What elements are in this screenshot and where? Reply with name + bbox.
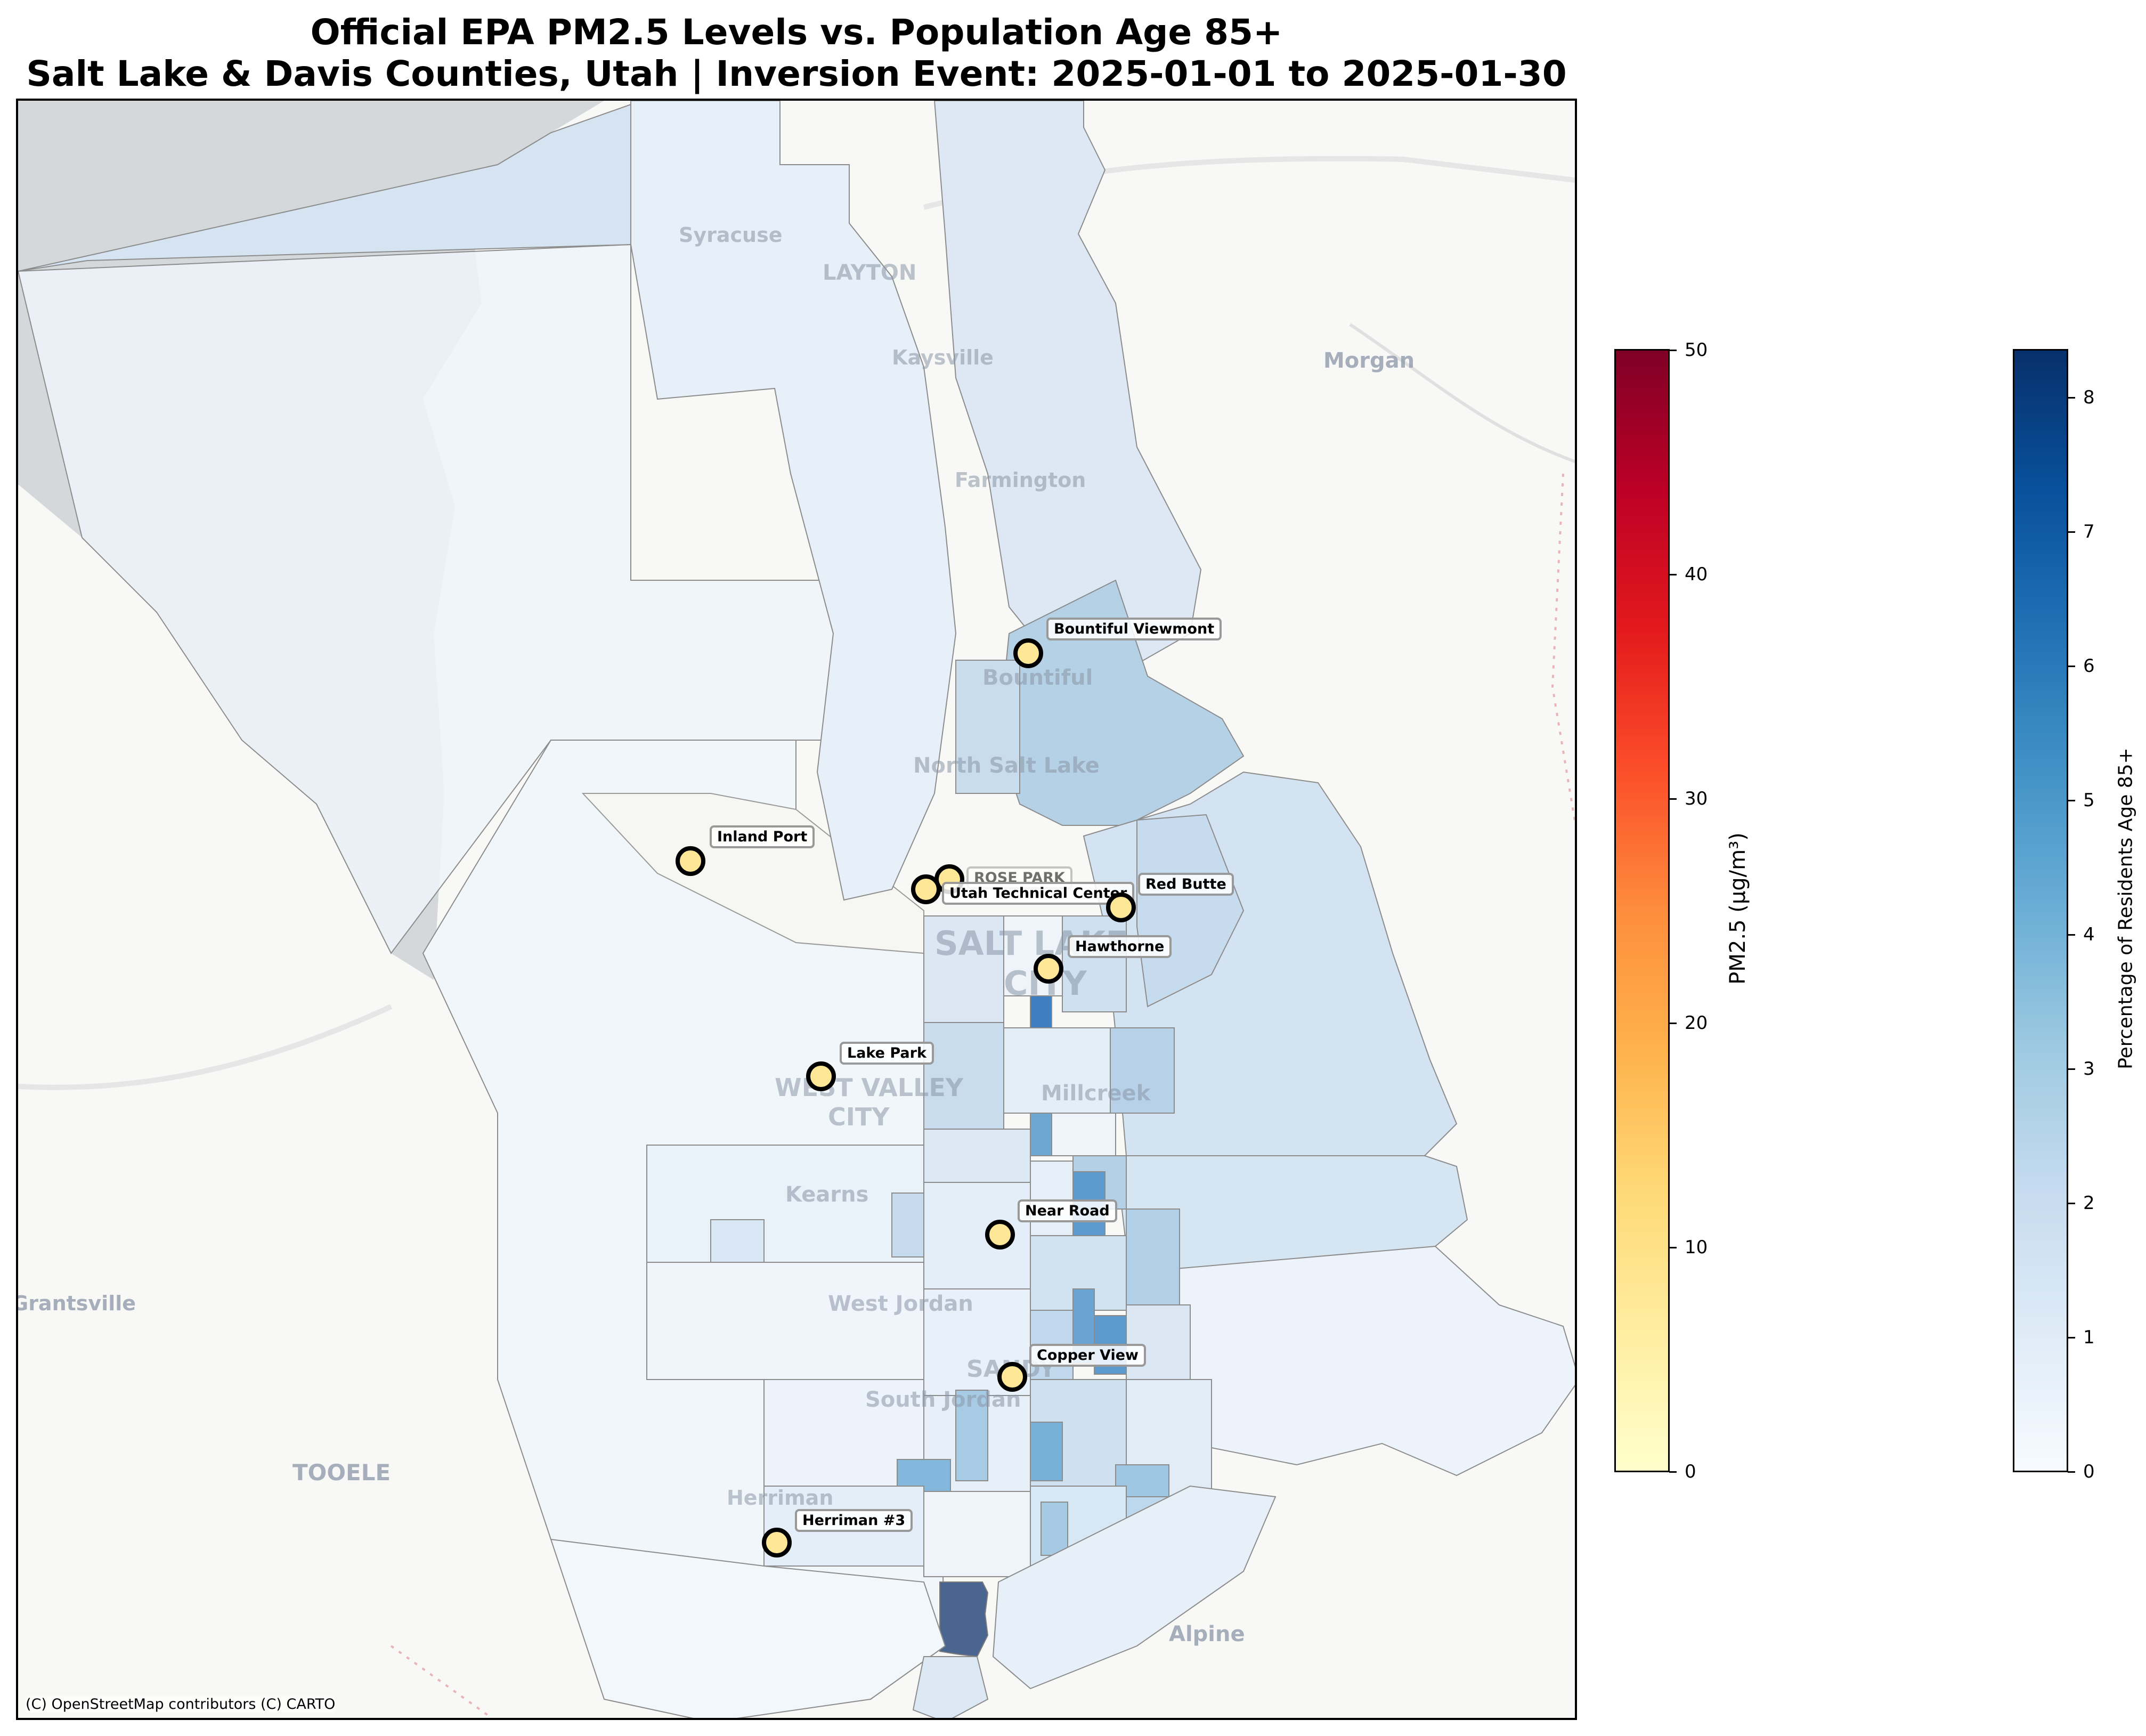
- place-label-morgan: Morgan: [1323, 348, 1415, 373]
- age-tick-label: 2: [2083, 1193, 2095, 1214]
- age-tick-3: [2068, 1068, 2075, 1070]
- pm25-tick-30: [1669, 798, 1677, 800]
- pm25-tick-50: [1669, 350, 1677, 351]
- age-tick-label: 3: [2083, 1058, 2095, 1080]
- age-tick-label: 1: [2083, 1327, 2095, 1348]
- age-tick-6: [2068, 666, 2075, 667]
- age-tick-label: 4: [2083, 924, 2095, 945]
- place-label-kearns: Kearns: [785, 1182, 869, 1207]
- station-label-copper-view: Copper View: [1029, 1344, 1146, 1367]
- place-label-layton: LAYTON: [823, 261, 917, 285]
- place-label-syracuse: Syracuse: [679, 223, 783, 247]
- age-tick-0: [2068, 1471, 2075, 1473]
- station-label-herriman-3: Herriman #3: [795, 1509, 913, 1532]
- pm25-tick-label: 30: [1685, 788, 1708, 809]
- age-tick-label: 8: [2083, 387, 2095, 408]
- pm25-tick-label: 0: [1685, 1461, 1696, 1482]
- station-marker-herriman-3[interactable]: [762, 1528, 792, 1557]
- pm25-tick-40: [1669, 574, 1677, 575]
- station-label-inland-port: Inland Port: [710, 825, 815, 848]
- age-tick-5: [2068, 800, 2075, 801]
- station-label-bountiful-viewmont: Bountiful Viewmont: [1046, 618, 1222, 640]
- station-marker-copper-view[interactable]: [997, 1362, 1027, 1392]
- pm25-tick-10: [1669, 1247, 1677, 1248]
- station-marker-inland-port[interactable]: [676, 846, 705, 876]
- station-label-utah-technical-center: Utah Technical Center: [942, 882, 1135, 905]
- pm25-tick-label: 10: [1685, 1237, 1708, 1258]
- pm25-colorbar: [1614, 349, 1670, 1472]
- map-attribution: (C) OpenStreetMap contributors (C) CARTO: [26, 1696, 336, 1713]
- station-label-lake-park: Lake Park: [840, 1042, 934, 1065]
- age85-colorbar-label: Percentage of Residents Age 85+: [2115, 748, 2137, 1069]
- map-basemap-and-tracts: [18, 101, 1575, 1718]
- pm25-tick-label: 40: [1685, 564, 1708, 585]
- place-label-millcreek: Millcreek: [1041, 1081, 1151, 1106]
- pm25-tick-0: [1669, 1471, 1677, 1473]
- pm25-colorbar-label: PM2.5 (µg/m³): [1726, 832, 1750, 985]
- place-label-herriman: Herriman: [727, 1486, 834, 1510]
- age-tick-7: [2068, 531, 2075, 533]
- place-label-west-valley-city: CITY: [828, 1102, 890, 1131]
- age-tick-8: [2068, 397, 2075, 399]
- place-label-bountiful: Bountiful: [982, 666, 1093, 690]
- age-tick-label: 7: [2083, 521, 2095, 542]
- age-tick-label: 0: [2083, 1461, 2095, 1482]
- station-label-hawthorne: Hawthorne: [1068, 935, 1172, 958]
- chart-title-line1: Official EPA PM2.5 Levels vs. Population…: [310, 12, 1283, 53]
- station-marker-hawthorne[interactable]: [1034, 954, 1063, 984]
- place-label-south-jordan: South Jordan: [865, 1388, 1021, 1412]
- place-label-north-salt-lake: North Salt Lake: [913, 753, 1100, 778]
- station-marker-bountiful-viewmont[interactable]: [1013, 638, 1043, 668]
- place-label-west-valley: WEST VALLEY: [775, 1073, 964, 1102]
- pm25-tick-label: 20: [1685, 1012, 1708, 1034]
- place-label-kaysville: Kaysville: [892, 346, 994, 369]
- chart-title-line2: Salt Lake & Davis Counties, Utah | Inver…: [26, 53, 1567, 94]
- place-label-west-jordan: West Jordan: [828, 1292, 973, 1316]
- place-label-grantsville: Grantsville: [16, 1292, 136, 1315]
- station-label-red-butte: Red Butte: [1138, 873, 1234, 896]
- station-marker-utah-technical-center[interactable]: [911, 874, 941, 904]
- station-marker-red-butte[interactable]: [1106, 893, 1136, 922]
- place-label-alpine: Alpine: [1169, 1622, 1245, 1646]
- station-marker-lake-park[interactable]: [806, 1061, 836, 1091]
- age-tick-2: [2068, 1203, 2075, 1204]
- place-label-tooele: TOOELE: [292, 1459, 391, 1486]
- station-label-near-road: Near Road: [1018, 1199, 1117, 1222]
- pm25-tick-label: 50: [1685, 339, 1708, 361]
- map-axes: Syracuse LAYTON Kaysville Morgan Farming…: [16, 99, 1577, 1720]
- place-label-farmington: Farmington: [955, 468, 1086, 492]
- age-tick-label: 6: [2083, 655, 2095, 677]
- age-tick-1: [2068, 1337, 2075, 1338]
- age85-colorbar: [2013, 349, 2068, 1472]
- age-tick-4: [2068, 934, 2075, 936]
- pm25-tick-20: [1669, 1023, 1677, 1024]
- age-tick-label: 5: [2083, 790, 2095, 811]
- station-marker-near-road[interactable]: [985, 1220, 1015, 1250]
